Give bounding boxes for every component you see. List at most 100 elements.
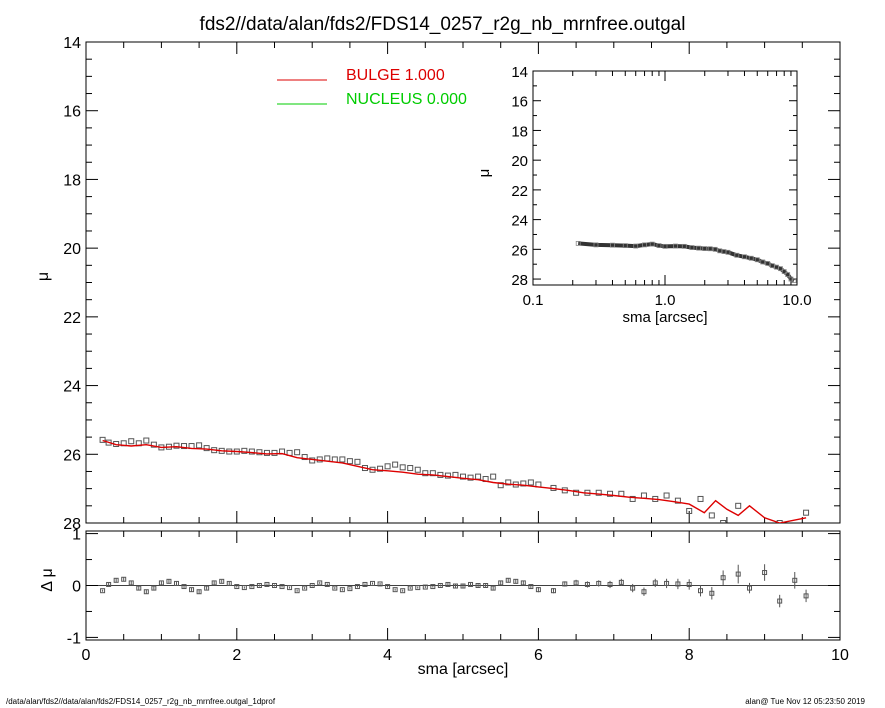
residual-point <box>385 584 391 590</box>
residual-xtick-label: 6 <box>534 647 543 664</box>
inset-point <box>593 242 599 248</box>
residual-point <box>234 584 240 590</box>
data-point <box>399 464 406 471</box>
residual-point <box>505 577 511 583</box>
main-ytick-label: 26 <box>63 447 81 464</box>
data-point <box>803 509 810 516</box>
data-point <box>776 520 783 523</box>
main-plot-area <box>99 436 810 523</box>
data-point <box>128 438 135 445</box>
inset-point <box>673 243 678 249</box>
inset-xtick-label: 10.0 <box>782 292 811 309</box>
residual-point <box>513 578 519 584</box>
data-point <box>520 480 527 487</box>
residual-point <box>226 580 232 586</box>
data-point <box>663 492 670 499</box>
residual-point <box>166 578 172 584</box>
residual-point <box>400 588 406 594</box>
footer-file-path: /data/alan/fds2//data/alan/fds2/FDS14_02… <box>6 697 276 706</box>
residual-xtick-label: 10 <box>831 647 849 664</box>
inset-ytick-label: 24 <box>511 213 528 230</box>
inset-point <box>610 242 615 248</box>
data-point <box>241 447 248 454</box>
inset-point <box>781 269 787 275</box>
data-point <box>674 497 681 504</box>
inset-ytick-label: 18 <box>511 123 528 140</box>
residual-point <box>664 580 670 586</box>
residual-xtick-label: 4 <box>383 647 392 664</box>
data-point <box>475 473 482 480</box>
inset-point <box>765 261 771 266</box>
residual-point <box>249 584 255 590</box>
inset-point <box>575 240 581 246</box>
residual-point <box>596 580 602 586</box>
residual-ytick-label: 1 <box>72 527 81 544</box>
residual-point <box>698 588 704 594</box>
data-point <box>339 456 346 463</box>
residual-point <box>211 580 217 586</box>
residual-point <box>100 588 106 594</box>
inset-ytick-label: 28 <box>511 272 528 289</box>
inset-xtick-label: 0.1 <box>523 292 544 309</box>
main-ytick-label: 28 <box>63 516 81 533</box>
residual-point <box>777 598 783 604</box>
residual-point <box>136 585 142 591</box>
residual-point <box>309 583 315 588</box>
inset-point <box>788 276 794 282</box>
data-point <box>640 492 647 499</box>
inset-point <box>707 246 713 252</box>
inset-point <box>662 243 668 249</box>
inset-ytick-label: 16 <box>511 94 528 111</box>
main-ytick-label: 14 <box>63 35 81 52</box>
residual-xtick-label: 2 <box>232 647 241 664</box>
data-point <box>595 489 602 496</box>
residual-point <box>362 581 368 587</box>
inset-point <box>742 254 747 260</box>
residual-xtick-label: 0 <box>82 647 91 664</box>
inset-point <box>712 246 718 252</box>
residual-point <box>562 581 568 587</box>
residual-point <box>354 584 360 590</box>
data-point <box>294 449 301 456</box>
residual-point <box>173 580 179 586</box>
data-point <box>629 495 636 502</box>
residual-point <box>686 581 692 587</box>
residual-point <box>302 585 308 591</box>
residual-point <box>475 583 481 588</box>
main-ylabel: μ <box>35 272 52 281</box>
residual-point <box>294 588 300 594</box>
residual-point <box>128 580 134 586</box>
main-ytick-label: 22 <box>63 310 81 327</box>
residual-point <box>803 593 809 599</box>
data-point <box>309 457 316 464</box>
residual-point <box>573 580 579 586</box>
residual-point <box>287 585 293 591</box>
inset-point <box>748 255 754 261</box>
inset-ylabel: μ <box>476 169 493 178</box>
data-point <box>467 474 474 481</box>
data-point <box>99 436 106 443</box>
residual-point <box>550 588 556 594</box>
residual-point <box>158 580 164 586</box>
inset-ytick-label: 20 <box>511 153 528 170</box>
data-point <box>490 473 497 480</box>
inset-xlabel: sma [arcsec] <box>622 309 707 326</box>
residual-point <box>735 571 741 577</box>
residual-point <box>498 580 504 586</box>
inset-ytick-label: 26 <box>511 242 528 259</box>
residual-point <box>528 584 534 590</box>
residual-point <box>332 585 338 591</box>
data-point <box>377 465 384 472</box>
residual-ytick-label: 0 <box>72 579 81 596</box>
data-point <box>392 461 399 468</box>
residual-point <box>347 586 353 592</box>
inset-point <box>642 242 647 248</box>
residual-point <box>490 585 496 591</box>
residual-point <box>747 585 753 591</box>
data-point <box>686 507 693 514</box>
residual-point <box>317 580 323 586</box>
inset-ytick-label: 22 <box>511 183 528 200</box>
residual-point <box>437 583 443 588</box>
